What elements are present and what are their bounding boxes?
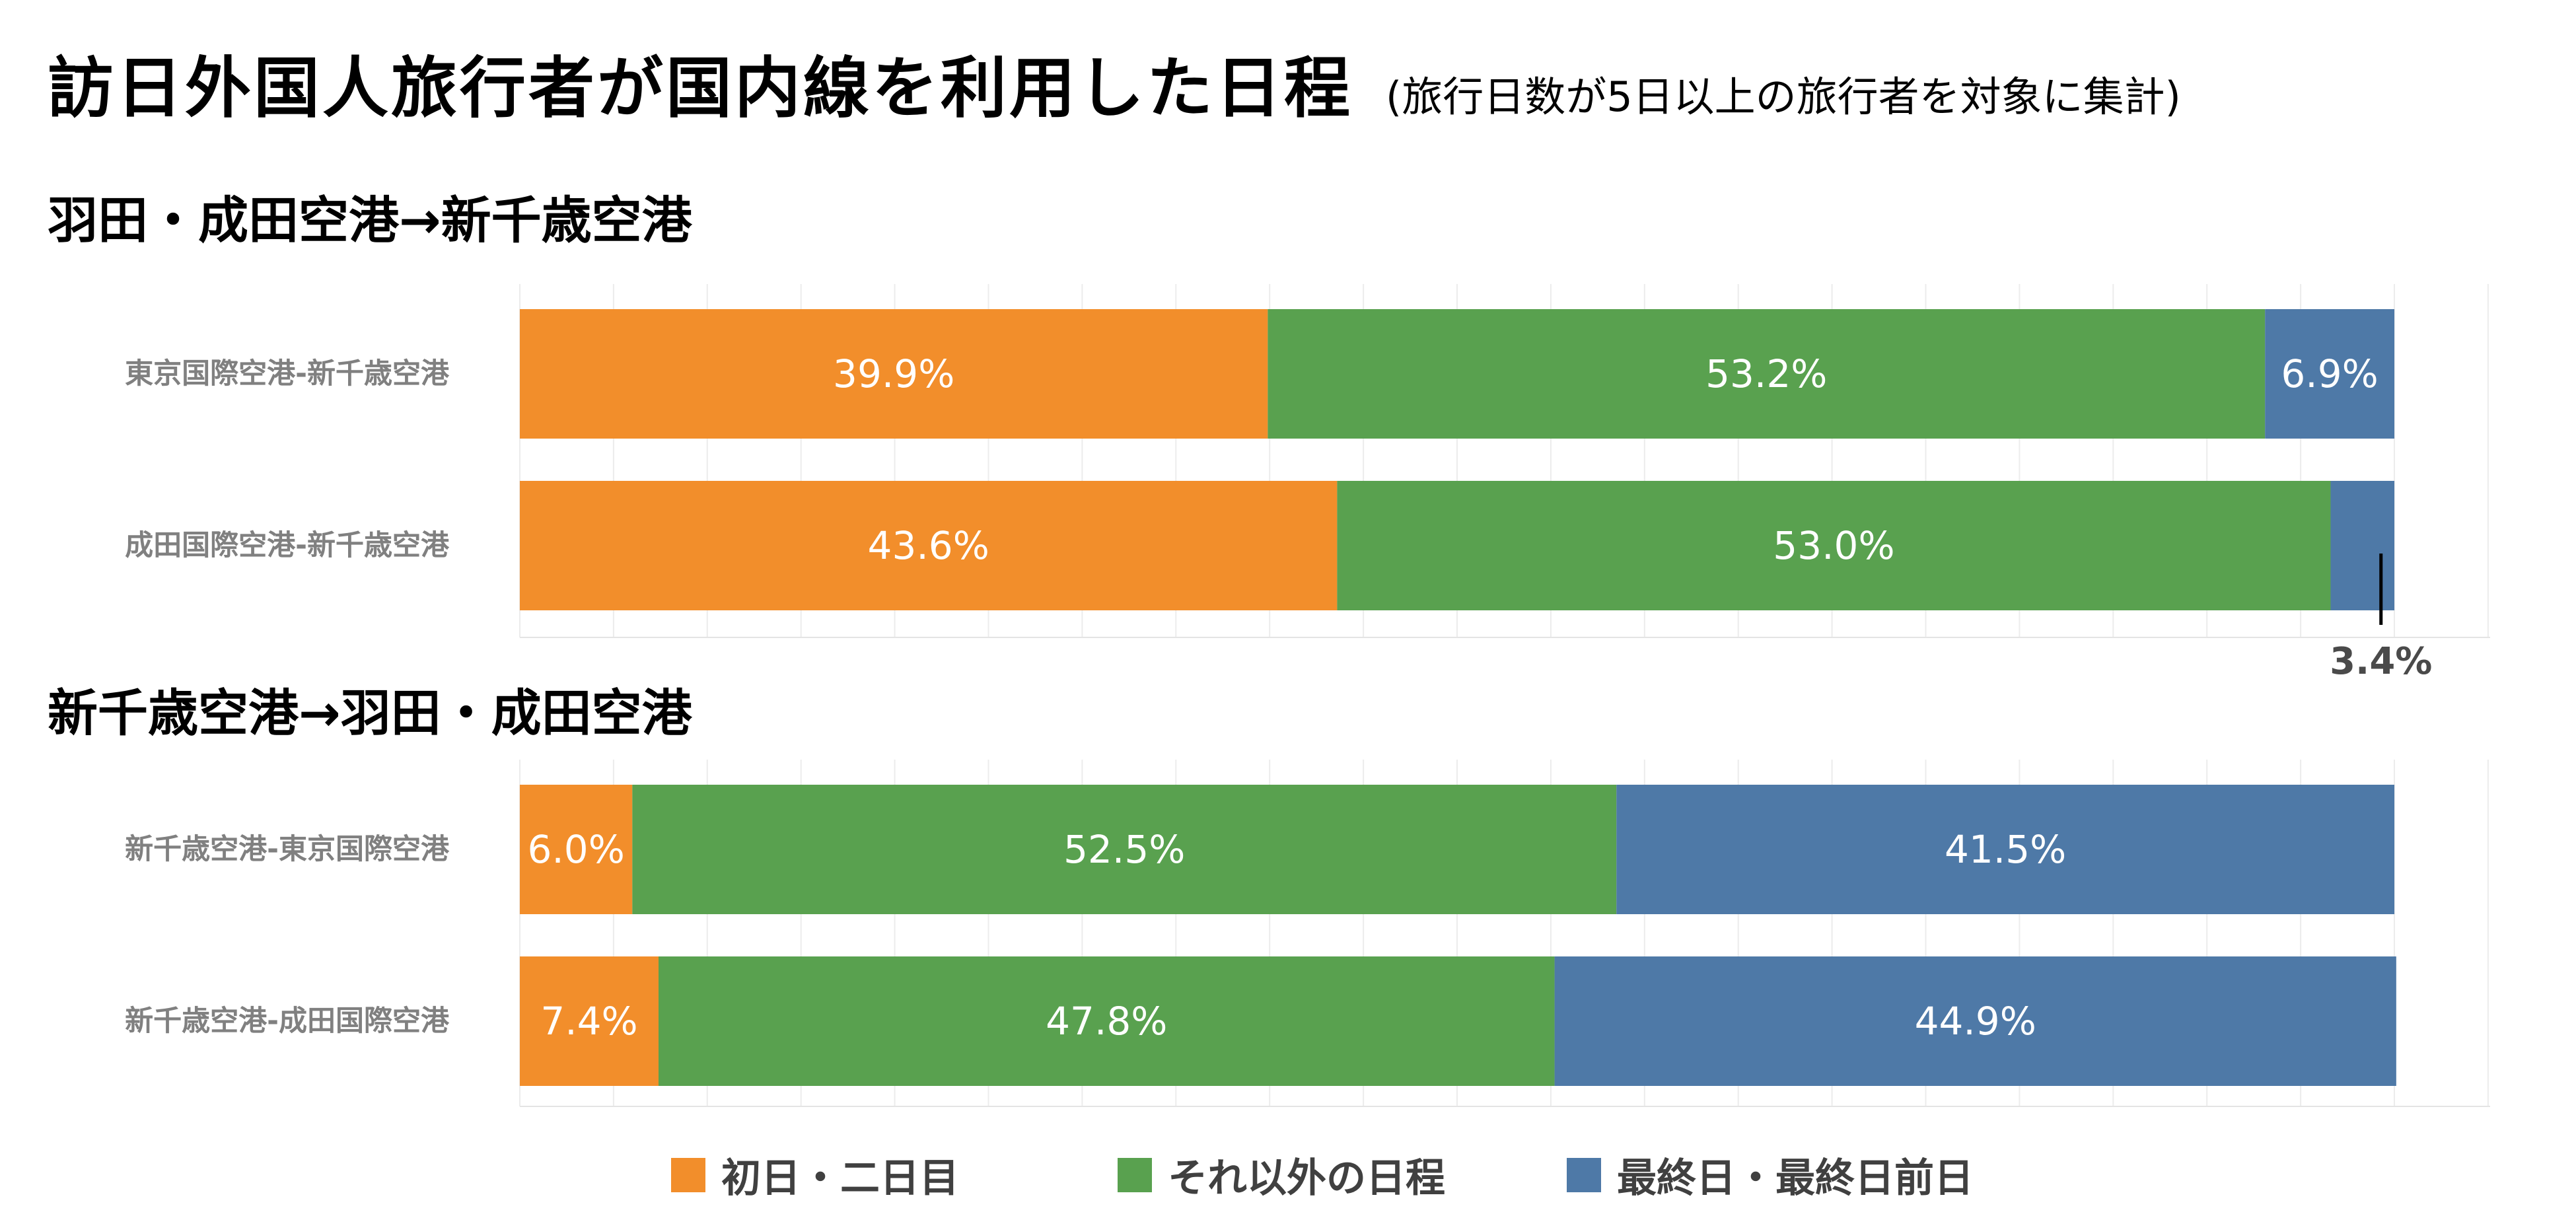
legend-item: 最終日・最終日前日: [1567, 1146, 1974, 1203]
data-label: 7.4%: [540, 999, 637, 1044]
data-label: 6.0%: [527, 827, 624, 872]
bar-segment: [632, 785, 1617, 914]
bar-segment: [1616, 785, 2394, 914]
title-row: 訪日外国人旅行者が国内線を利用した日程 (旅行日数が5日以上の旅行者を対象に集計): [48, 34, 2181, 130]
bar-segment: [520, 956, 659, 1086]
data-label: 41.5%: [1945, 827, 2066, 872]
bar-segment: [1268, 309, 2266, 439]
category-label: 成田国際空港-新千歳空港: [125, 529, 450, 562]
legend-swatch: [1567, 1157, 1601, 1192]
section-title-return: 新千歳空港→羽田・成田空港: [48, 684, 692, 742]
legend-swatch: [671, 1157, 705, 1192]
data-label: 52.5%: [1063, 827, 1185, 872]
bar-segment: [520, 309, 1268, 439]
chart-title: 訪日外国人旅行者が国内線を利用した日程: [48, 50, 1353, 127]
bar-segment: [2330, 481, 2394, 610]
legend-label: それ以外の日程: [1168, 1155, 1445, 1202]
legend-label: 初日・二日目: [721, 1155, 959, 1202]
data-label: 6.9%: [2281, 351, 2378, 396]
category-label: 新千歳空港-東京国際空港: [125, 833, 450, 866]
data-label: 43.6%: [868, 523, 989, 568]
data-label: 3.4%: [2330, 640, 2432, 683]
category-label: 東京国際空港-新千歳空港: [125, 357, 450, 390]
bar-segment: [1554, 956, 2396, 1086]
legend-swatch: [1118, 1157, 1152, 1192]
category-label: 新千歳空港-成田国際空港: [125, 1005, 450, 1038]
data-label: 53.0%: [1773, 523, 1894, 568]
data-label: 53.2%: [1705, 351, 1827, 396]
chart-subtitle: (旅行日数が5日以上の旅行者を対象に集計): [1386, 73, 2181, 121]
bar-segment: [659, 956, 1555, 1086]
bar-segment: [2265, 309, 2394, 439]
legend-item: 初日・二日目: [671, 1146, 959, 1203]
legend-label: 最終日・最終日前日: [1617, 1155, 1974, 1202]
data-label: 47.8%: [1046, 999, 1167, 1044]
bar-segment: [520, 785, 633, 914]
legend-item: それ以外の日程: [1118, 1146, 1445, 1203]
section-title-outbound: 羽田・成田空港→新千歳空港: [48, 191, 692, 250]
legend: 初日・二日目 それ以外の日程 最終日・最終日前日: [0, 1146, 2576, 1205]
data-label: 39.9%: [833, 351, 954, 396]
bar-segment: [520, 481, 1338, 610]
data-label: 44.9%: [1915, 999, 2036, 1044]
bar-segment: [1337, 481, 2331, 610]
